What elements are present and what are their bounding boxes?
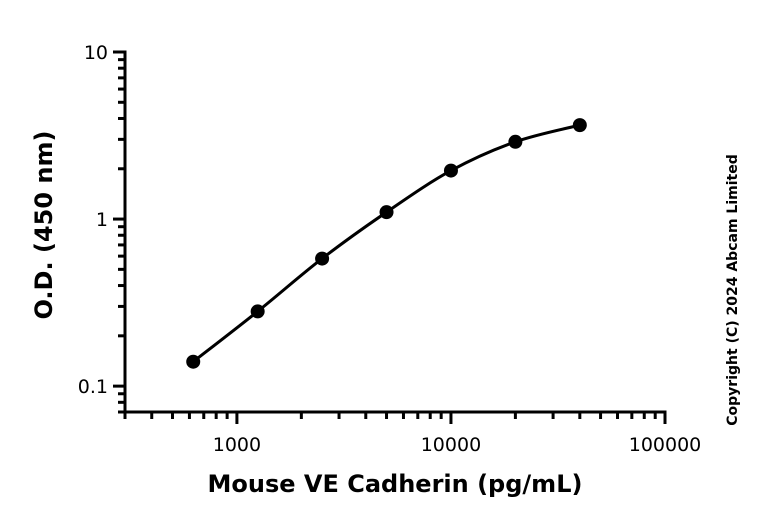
y-tick-label: 0.1 — [78, 376, 108, 398]
y-axis-title: O.D. (450 nm) — [30, 131, 58, 320]
x-tick-label: 1000 — [213, 434, 261, 456]
data-point — [572, 118, 587, 133]
y-tick-label: 1 — [96, 209, 108, 231]
data-point — [186, 354, 201, 369]
y-tick-label: 10 — [84, 42, 108, 64]
copyright-notice: Copyright (C) 2024 Abcam Limited — [725, 154, 741, 425]
x-axis-title: Mouse VE Cadherin (pg/mL) — [208, 470, 583, 498]
axes — [123, 50, 667, 414]
data-point — [508, 134, 523, 149]
data-point — [315, 251, 330, 266]
x-axis-ticks — [123, 412, 667, 424]
data-point — [250, 304, 265, 319]
y-tick-labels: 0.1 1 10 — [78, 42, 108, 398]
x-tick-labels: 1000 10000 100000 — [213, 434, 702, 456]
data-points — [186, 118, 587, 369]
data-point — [379, 205, 394, 220]
data-point — [443, 163, 458, 178]
y-axis-ticks — [113, 50, 125, 414]
x-tick-label: 10000 — [421, 434, 481, 456]
fit-curve — [192, 123, 581, 363]
x-tick-label: 100000 — [629, 434, 702, 456]
